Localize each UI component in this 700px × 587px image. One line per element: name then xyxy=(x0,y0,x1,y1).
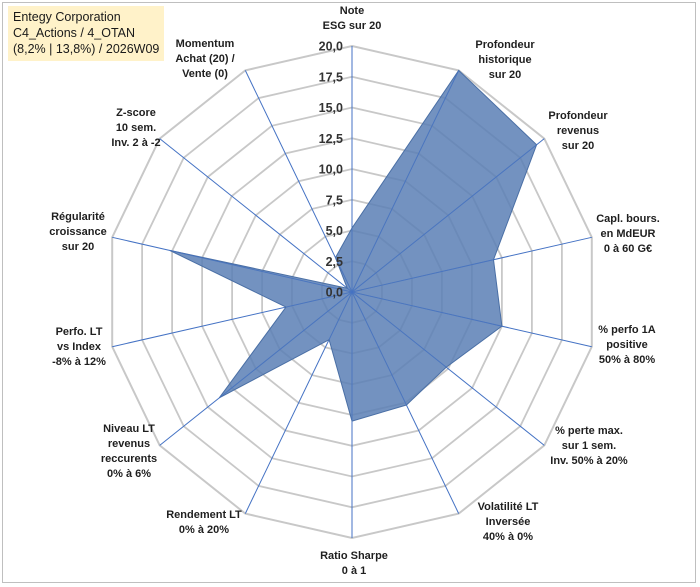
axis-label-11: Régularité croissance sur 20 xyxy=(49,211,106,253)
tick-label-0: 0,0 xyxy=(326,286,343,300)
tick-label-7: 17,5 xyxy=(319,70,343,84)
axis-label-7: Ratio Sharpe 0 à 1 xyxy=(320,550,388,577)
axis-label-4-line-0: % perfo 1A xyxy=(598,324,656,336)
axis-label-13-line-1: Achat (20) / xyxy=(175,53,234,65)
chart-title-category: C4_Actions / 4_OTAN xyxy=(13,26,136,40)
axis-label-12-line-2: Inv. 2 à -2 xyxy=(111,137,160,149)
axis-label-3-line-2: 0 à 60 G€ xyxy=(604,243,652,255)
tick-label-5: 12,5 xyxy=(319,132,343,146)
axis-label-2-line-0: Profondeur xyxy=(548,110,608,122)
axis-label-4: % perfo 1A positive 50% à 80% xyxy=(598,324,656,366)
tick-label-4: 10,0 xyxy=(319,163,343,177)
series-spoke-13 xyxy=(335,257,353,293)
axis-label-0-line-0: Note xyxy=(340,5,364,17)
axis-label-12-line-1: 10 sem. xyxy=(116,122,156,134)
axis-label-4-line-1: positive xyxy=(606,339,648,351)
radar-axis-labels: Note ESG sur 20 Profondeur historique sur 20… xyxy=(49,5,660,577)
axis-label-1-line-1: historique xyxy=(478,54,531,66)
tick-label-8: 20,0 xyxy=(319,40,343,54)
axis-label-6: Volatilité LT Inversée 40% à 0% xyxy=(478,501,539,543)
axis-label-6-line-1: Inversée xyxy=(486,516,531,528)
axis-label-12-line-0: Z-score xyxy=(116,107,156,119)
axis-label-11-line-2: sur 20 xyxy=(62,241,94,253)
axis-label-2-line-2: sur 20 xyxy=(562,140,594,152)
tick-label-6: 15,0 xyxy=(319,101,343,115)
axis-label-8-line-0: Rendement LT xyxy=(166,509,242,521)
axis-label-0: Note ESG sur 20 xyxy=(323,5,382,32)
axis-spoke-12 xyxy=(159,138,353,293)
radar-tick-labels: 0,0 2,5 5,0 7,5 10,0 12,5 15,0 17,5 20,0 xyxy=(319,40,343,300)
series-spoke-9 xyxy=(219,291,353,399)
tick-label-2: 5,0 xyxy=(326,224,343,238)
axis-label-2-line-1: revenus xyxy=(557,125,599,137)
axis-label-11-line-0: Régularité xyxy=(51,211,105,223)
axis-spoke-13 xyxy=(244,70,353,293)
axis-label-2: Profondeur revenus sur 20 xyxy=(548,110,608,152)
axis-label-8-line-1: 0% à 20% xyxy=(179,524,229,536)
axis-label-3-line-1: en MdEUR xyxy=(601,228,656,240)
series-spoke-8 xyxy=(328,291,353,340)
axis-label-3: Capl. bours. en MdEUR 0 à 60 G€ xyxy=(596,213,660,255)
axis-label-9-line-3: 0% à 6% xyxy=(107,468,151,480)
chart-title-period: (8,2% | 13,8%) / 2026W09 xyxy=(13,42,160,56)
axis-label-10-line-2: -8% à 12% xyxy=(52,356,106,368)
axis-label-13-line-0: Momentum xyxy=(176,38,235,50)
series-spoke-12 xyxy=(346,287,353,293)
axis-label-1-line-2: sur 20 xyxy=(489,69,521,81)
axis-label-10: Perfo. LT vs Index -8% à 12% xyxy=(52,326,106,368)
axis-label-5-line-0: % perte max. xyxy=(555,425,623,437)
series-spoke-2 xyxy=(351,144,537,293)
series-spoke-1 xyxy=(351,70,460,293)
axis-label-3-line-0: Capl. bours. xyxy=(596,213,660,225)
axis-label-9-line-1: revenus xyxy=(108,438,150,450)
axis-label-10-line-1: vs Index xyxy=(57,341,102,353)
series-spoke-5 xyxy=(351,291,447,368)
series-spoke-6 xyxy=(351,291,407,406)
axis-label-6-line-2: 40% à 0% xyxy=(483,531,533,543)
axis-label-0-line-1: ESG sur 20 xyxy=(323,20,382,32)
axis-label-1-line-0: Profondeur xyxy=(475,39,535,51)
axis-label-12: Z-score 10 sem. Inv. 2 à -2 xyxy=(111,107,160,149)
axis-label-7-line-1: 0 à 1 xyxy=(342,565,366,577)
axis-label-8: Rendement LT 0% à 20% xyxy=(166,509,242,536)
series-spoke-11 xyxy=(169,250,353,293)
axis-label-9-line-0: Niveau LT xyxy=(103,423,155,435)
axis-label-10-line-0: Perfo. LT xyxy=(56,326,103,338)
tick-label-1: 2,5 xyxy=(326,255,343,269)
axis-label-4-line-2: 50% à 80% xyxy=(599,354,655,366)
chart-title-company: Entegy Corporation xyxy=(13,10,121,24)
axis-label-5-line-2: Inv. 50% à 20% xyxy=(550,455,628,467)
radar-series xyxy=(169,69,538,422)
axis-label-9-line-2: reccurents xyxy=(101,453,157,465)
axis-label-13: Momentum Achat (20) / Vente (0) xyxy=(175,38,234,80)
series-spoke-10 xyxy=(285,291,353,308)
axis-label-6-line-0: Volatilité LT xyxy=(478,501,539,513)
axis-label-7-line-0: Ratio Sharpe xyxy=(320,550,388,562)
axis-label-1: Profondeur historique sur 20 xyxy=(475,39,535,81)
axis-label-5: % perte max. sur 1 sem. Inv. 50% à 20% xyxy=(550,425,628,467)
series-spoke-4 xyxy=(351,291,502,327)
series-spoke-3 xyxy=(351,259,494,293)
axis-label-5-line-1: sur 1 sem. xyxy=(562,440,616,452)
tick-label-3: 7,5 xyxy=(326,193,343,207)
axis-label-11-line-1: croissance xyxy=(49,226,106,238)
axis-label-9: Niveau LT revenus reccurents 0% à 6% xyxy=(101,423,157,480)
chart-title-box: Entegy Corporation C4_Actions / 4_OTAN (… xyxy=(8,6,164,61)
axis-label-13-line-2: Vente (0) xyxy=(182,68,228,80)
